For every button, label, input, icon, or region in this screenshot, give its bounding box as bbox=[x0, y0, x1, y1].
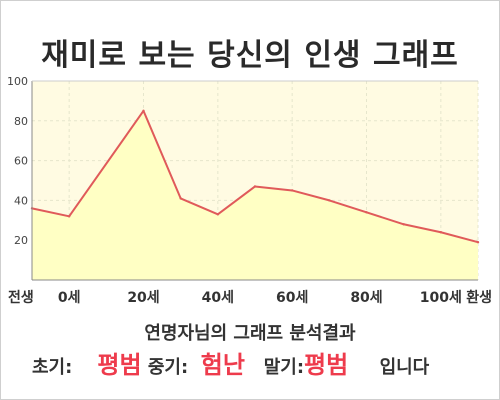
x-tick-label: 전생 bbox=[8, 289, 34, 306]
analysis-result-line: 초기: 평범 중기: 험난 말기:평범 입니다 bbox=[32, 345, 492, 380]
data-point bbox=[179, 197, 182, 200]
early-value: 평범 bbox=[97, 351, 142, 379]
late-label: 말기: bbox=[263, 357, 305, 378]
x-tick-label: 환생 bbox=[466, 289, 492, 306]
y-tick-label: 60 bbox=[14, 155, 28, 168]
middle-label: 중기: bbox=[147, 357, 189, 378]
series-line bbox=[31, 109, 479, 244]
early-label: 초기: bbox=[32, 357, 73, 378]
data-point bbox=[142, 109, 145, 113]
chart-title: 재미로 보는 당신의 인생 그래프 bbox=[41, 38, 459, 73]
data-point bbox=[67, 215, 71, 218]
late-value: 평범 bbox=[304, 351, 349, 379]
y-tick-label: 40 bbox=[14, 194, 28, 207]
data-point bbox=[290, 189, 294, 192]
result-ending: 입니다 bbox=[379, 357, 430, 378]
x-tick-label: 60세 bbox=[276, 290, 308, 306]
y-tick-label: 20 bbox=[14, 234, 28, 247]
data-point bbox=[216, 213, 220, 216]
y-tick-label: 100 bbox=[7, 75, 28, 88]
x-tick-label: 100세 bbox=[420, 290, 462, 306]
y-tick-label: 80 bbox=[14, 115, 28, 128]
x-tick-label: 0세 bbox=[58, 290, 81, 306]
analysis-result-heading: 연명자님의 그래프 분석결과 bbox=[144, 323, 356, 344]
data-point bbox=[253, 185, 257, 188]
data-point bbox=[402, 223, 405, 226]
x-tick-label: 40세 bbox=[202, 290, 234, 306]
x-tick-label: 20세 bbox=[127, 290, 159, 306]
area-fill bbox=[32, 110, 478, 280]
middle-value: 험난 bbox=[200, 351, 245, 379]
data-point bbox=[365, 211, 368, 214]
x-tick-label: 80세 bbox=[350, 290, 382, 306]
data-point bbox=[439, 231, 443, 234]
data-point bbox=[476, 240, 480, 244]
data-point bbox=[328, 199, 331, 202]
